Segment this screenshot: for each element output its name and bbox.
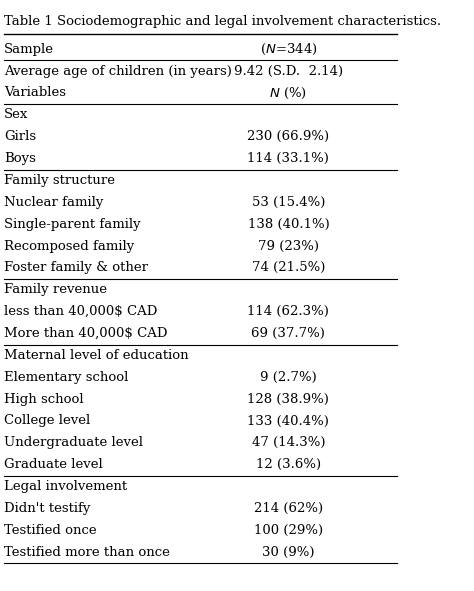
Text: 214 (62%): 214 (62%) [254,502,323,515]
Text: Legal involvement: Legal involvement [4,480,127,493]
Text: 30 (9%): 30 (9%) [262,545,315,558]
Text: 47 (14.3%): 47 (14.3%) [252,436,325,449]
Text: Undergraduate level: Undergraduate level [4,436,143,449]
Text: Sample: Sample [4,43,54,56]
Text: 53 (15.4%): 53 (15.4%) [252,196,325,209]
Text: 128 (38.9%): 128 (38.9%) [247,392,329,405]
Text: Testified more than once: Testified more than once [4,545,170,558]
Text: Nuclear family: Nuclear family [4,196,103,209]
Text: Variables: Variables [4,86,66,99]
Text: 114 (33.1%): 114 (33.1%) [247,152,329,165]
Text: 9.42 (S.D.  2.14): 9.42 (S.D. 2.14) [234,64,343,77]
Text: less than 40,000$ CAD: less than 40,000$ CAD [4,305,157,318]
Text: 230 (66.9%): 230 (66.9%) [247,130,329,143]
Text: Recomposed family: Recomposed family [4,239,134,252]
Text: ($\mathit{N}$=344): ($\mathit{N}$=344) [260,42,317,57]
Text: 9 (2.7%): 9 (2.7%) [260,371,317,384]
Text: Sex: Sex [4,108,28,121]
Text: Boys: Boys [4,152,36,165]
Text: More than 40,000$ CAD: More than 40,000$ CAD [4,327,167,340]
Text: 74 (21.5%): 74 (21.5%) [252,261,325,274]
Text: 12 (3.6%): 12 (3.6%) [256,458,321,471]
Text: Testified once: Testified once [4,524,97,537]
Text: 79 (23%): 79 (23%) [258,239,319,252]
Text: Average age of children (in years): Average age of children (in years) [4,64,232,77]
Text: Family structure: Family structure [4,174,115,187]
Text: 100 (29%): 100 (29%) [254,524,323,537]
Text: Foster family & other: Foster family & other [4,261,148,274]
Text: Graduate level: Graduate level [4,458,103,471]
Text: 114 (62.3%): 114 (62.3%) [247,305,329,318]
Text: Girls: Girls [4,130,36,143]
Text: Table 1 Sociodemographic and legal involvement characteristics.: Table 1 Sociodemographic and legal invol… [4,15,441,28]
Text: 69 (37.7%): 69 (37.7%) [252,327,325,340]
Text: Maternal level of education: Maternal level of education [4,349,189,362]
Text: Single-parent family: Single-parent family [4,217,141,230]
Text: 133 (40.4%): 133 (40.4%) [247,414,329,427]
Text: Elementary school: Elementary school [4,371,128,384]
Text: Family revenue: Family revenue [4,283,107,296]
Text: Didn't testify: Didn't testify [4,502,91,515]
Text: High school: High school [4,392,83,405]
Text: College level: College level [4,414,90,427]
Text: 138 (40.1%): 138 (40.1%) [247,217,329,230]
Text: $\mathit{N}$ (%): $\mathit{N}$ (%) [269,86,308,100]
